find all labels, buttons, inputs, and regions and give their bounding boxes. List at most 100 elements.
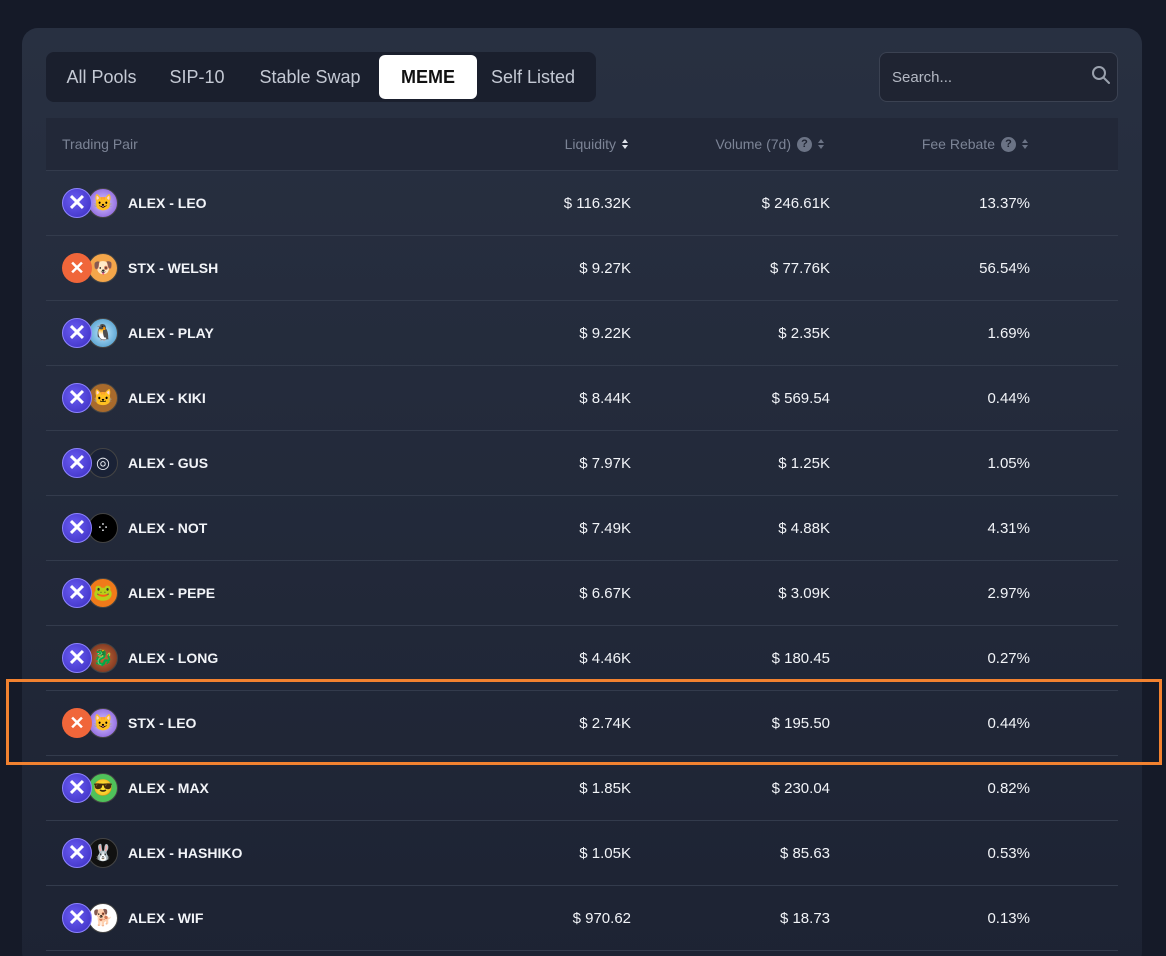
stx-icon: ✕ bbox=[62, 253, 92, 283]
pair-name: ALEX - HASHIKO bbox=[128, 845, 243, 861]
trading-pair: ✕ 😺 ALEX - LEO bbox=[62, 188, 207, 218]
search-box bbox=[879, 52, 1118, 102]
alex-icon: ✕ bbox=[62, 773, 92, 803]
fee-rebate-value: 0.82% bbox=[987, 779, 1030, 797]
fee-rebate-value: 0.13% bbox=[987, 909, 1030, 927]
liquidity-value: $ 9.22K bbox=[579, 324, 631, 342]
volume-value: $ 18.73 bbox=[779, 909, 830, 927]
pair-name: ALEX - LEO bbox=[128, 195, 207, 211]
tab-self-listed[interactable]: Self Listed bbox=[490, 66, 576, 87]
liquidity-value: $ 1.85K bbox=[579, 779, 631, 797]
pair-name: STX - LEO bbox=[128, 715, 197, 731]
help-icon[interactable]: ? bbox=[797, 136, 812, 152]
fee-rebate-value: 0.44% bbox=[987, 714, 1030, 732]
table-row[interactable]: ✕ 🐕 ALEX - WIF $ 970.62 $ 18.73 0.13% bbox=[46, 886, 1118, 951]
trading-pair: ✕ 🐕 ALEX - WIF bbox=[62, 903, 203, 933]
table-row[interactable]: ✕ 🐱 ALEX - KIKI $ 8.44K $ 569.54 0.44% bbox=[46, 366, 1118, 431]
header-liquidity-label: Liquidity bbox=[564, 136, 616, 152]
fee-rebate-value: 4.31% bbox=[987, 519, 1030, 537]
long-icon: 🐉 bbox=[88, 643, 118, 673]
search-input[interactable] bbox=[892, 68, 1091, 86]
volume-value: $ 4.88K bbox=[778, 519, 830, 537]
table-row[interactable]: ✕ ⁘ ALEX - NOT $ 7.49K $ 4.88K 4.31% bbox=[46, 496, 1118, 561]
sort-icon[interactable] bbox=[1022, 139, 1028, 149]
max-icon: 😎 bbox=[88, 773, 118, 803]
pair-icons: ✕ ⁘ bbox=[62, 513, 118, 543]
pair-name: STX - WELSH bbox=[128, 260, 219, 276]
liquidity-value: $ 970.62 bbox=[572, 909, 631, 927]
pair-name: ALEX - WIF bbox=[128, 910, 204, 926]
fee-rebate-value: 2.97% bbox=[987, 584, 1030, 602]
pair-name: ALEX - PEPE bbox=[128, 585, 216, 601]
fee-rebate-value: 0.27% bbox=[987, 649, 1030, 667]
pair-name: ALEX - MAX bbox=[128, 780, 209, 796]
liquidity-value: $ 4.46K bbox=[579, 649, 631, 667]
header-liquidity[interactable]: Liquidity bbox=[565, 136, 628, 152]
pools-panel bbox=[22, 28, 1142, 956]
table-row[interactable]: ✕ 🐶 STX - WELSH $ 9.27K $ 77.76K 56.54% bbox=[46, 236, 1118, 301]
liquidity-value: $ 7.97K bbox=[579, 454, 631, 472]
liquidity-value: $ 8.44K bbox=[579, 389, 631, 407]
wif-icon: 🐕 bbox=[88, 903, 118, 933]
alex-icon: ✕ bbox=[62, 643, 92, 673]
pair-icons: ✕ 🐧 bbox=[62, 318, 118, 348]
sort-icon[interactable] bbox=[622, 139, 628, 149]
table-row[interactable]: ✕ 😺 ALEX - LEO $ 116.32K $ 246.61K 13.37% bbox=[46, 171, 1118, 236]
search-icon[interactable] bbox=[1091, 65, 1111, 90]
volume-value: $ 180.45 bbox=[771, 649, 830, 667]
play-icon: 🐧 bbox=[88, 318, 118, 348]
volume-value: $ 2.35K bbox=[778, 324, 830, 342]
trading-pair: ✕ 🐧 ALEX - PLAY bbox=[62, 318, 214, 348]
fee-rebate-value: 1.69% bbox=[987, 324, 1030, 342]
header-trading-pair: Trading Pair bbox=[62, 136, 138, 152]
liquidity-value: $ 7.49K bbox=[579, 519, 631, 537]
liquidity-value: $ 1.05K bbox=[579, 844, 631, 862]
table-row[interactable]: ✕ 🐸 ALEX - PEPE $ 6.67K $ 3.09K 2.97% bbox=[46, 561, 1118, 626]
alex-icon: ✕ bbox=[62, 838, 92, 868]
pair-name: ALEX - NOT bbox=[128, 520, 208, 536]
trading-pair: ✕ 🐱 ALEX - KIKI bbox=[62, 383, 206, 413]
table-row[interactable]: ✕ 🐰 ALEX - HASHIKO $ 1.05K $ 85.63 0.53% bbox=[46, 821, 1118, 886]
header-volume[interactable]: Volume (7d) ? bbox=[716, 136, 824, 152]
alex-icon: ✕ bbox=[62, 513, 92, 543]
table-row[interactable]: ✕ 😺 STX - LEO $ 2.74K $ 195.50 0.44% bbox=[46, 691, 1118, 756]
tab-all-pools[interactable]: All Pools bbox=[66, 66, 137, 87]
table-row[interactable]: ✕ 🐉 ALEX - LONG $ 4.46K $ 180.45 0.27% bbox=[46, 626, 1118, 691]
alex-icon: ✕ bbox=[62, 318, 92, 348]
volume-value: $ 3.09K bbox=[778, 584, 830, 602]
alex-icon: ✕ bbox=[62, 448, 92, 478]
pair-icons: ✕ 🐸 bbox=[62, 578, 118, 608]
fee-rebate-value: 0.53% bbox=[987, 844, 1030, 862]
pair-name: ALEX - LONG bbox=[128, 650, 219, 666]
pair-name: ALEX - GUS bbox=[128, 455, 209, 471]
tab-sip-10[interactable]: SIP-10 bbox=[169, 66, 225, 87]
table-row[interactable]: ✕ 🐧 ALEX - PLAY $ 9.22K $ 2.35K 1.69% bbox=[46, 301, 1118, 366]
table-row[interactable]: ✕ 😎 ALEX - MAX $ 1.85K $ 230.04 0.82% bbox=[46, 756, 1118, 821]
liquidity-value: $ 9.27K bbox=[579, 259, 631, 277]
pair-name: ALEX - KIKI bbox=[128, 390, 206, 406]
pair-icons: ✕ 😎 bbox=[62, 773, 118, 803]
header-fee-rebate-label: Fee Rebate bbox=[921, 136, 995, 152]
liquidity-value: $ 6.67K bbox=[579, 584, 631, 602]
liquidity-value: $ 116.32K bbox=[563, 194, 631, 212]
header-fee-rebate[interactable]: Fee Rebate ? bbox=[922, 136, 1028, 152]
volume-value: $ 1.25K bbox=[778, 454, 830, 472]
tab-stable-swap[interactable]: Stable Swap bbox=[259, 66, 361, 87]
pair-icons: ✕ 🐶 bbox=[62, 253, 118, 283]
pair-icons: ✕ 🐕 bbox=[62, 903, 118, 933]
trading-pair: ✕ 🐸 ALEX - PEPE bbox=[62, 578, 215, 608]
tab-meme[interactable]: MEME bbox=[379, 55, 477, 99]
table-row[interactable]: ✕ ◎ ALEX - GUS $ 7.97K $ 1.25K 1.05% bbox=[46, 431, 1118, 496]
hashiko-icon: 🐰 bbox=[88, 838, 118, 868]
sort-icon[interactable] bbox=[818, 139, 824, 149]
pair-name: ALEX - PLAY bbox=[128, 325, 214, 341]
trading-pair: ✕ 😎 ALEX - MAX bbox=[62, 773, 209, 803]
help-icon[interactable]: ? bbox=[1001, 136, 1016, 152]
volume-value: $ 230.04 bbox=[771, 779, 830, 797]
pair-icons: ✕ 😺 bbox=[62, 708, 118, 738]
volume-value: $ 569.54 bbox=[771, 389, 830, 407]
table-header: Trading Pair Liquidity Volume (7d) ? Fee… bbox=[46, 118, 1118, 171]
fee-rebate-value: 1.05% bbox=[987, 454, 1030, 472]
leo-icon: 😺 bbox=[88, 188, 118, 218]
not-icon: ⁘ bbox=[88, 513, 118, 543]
